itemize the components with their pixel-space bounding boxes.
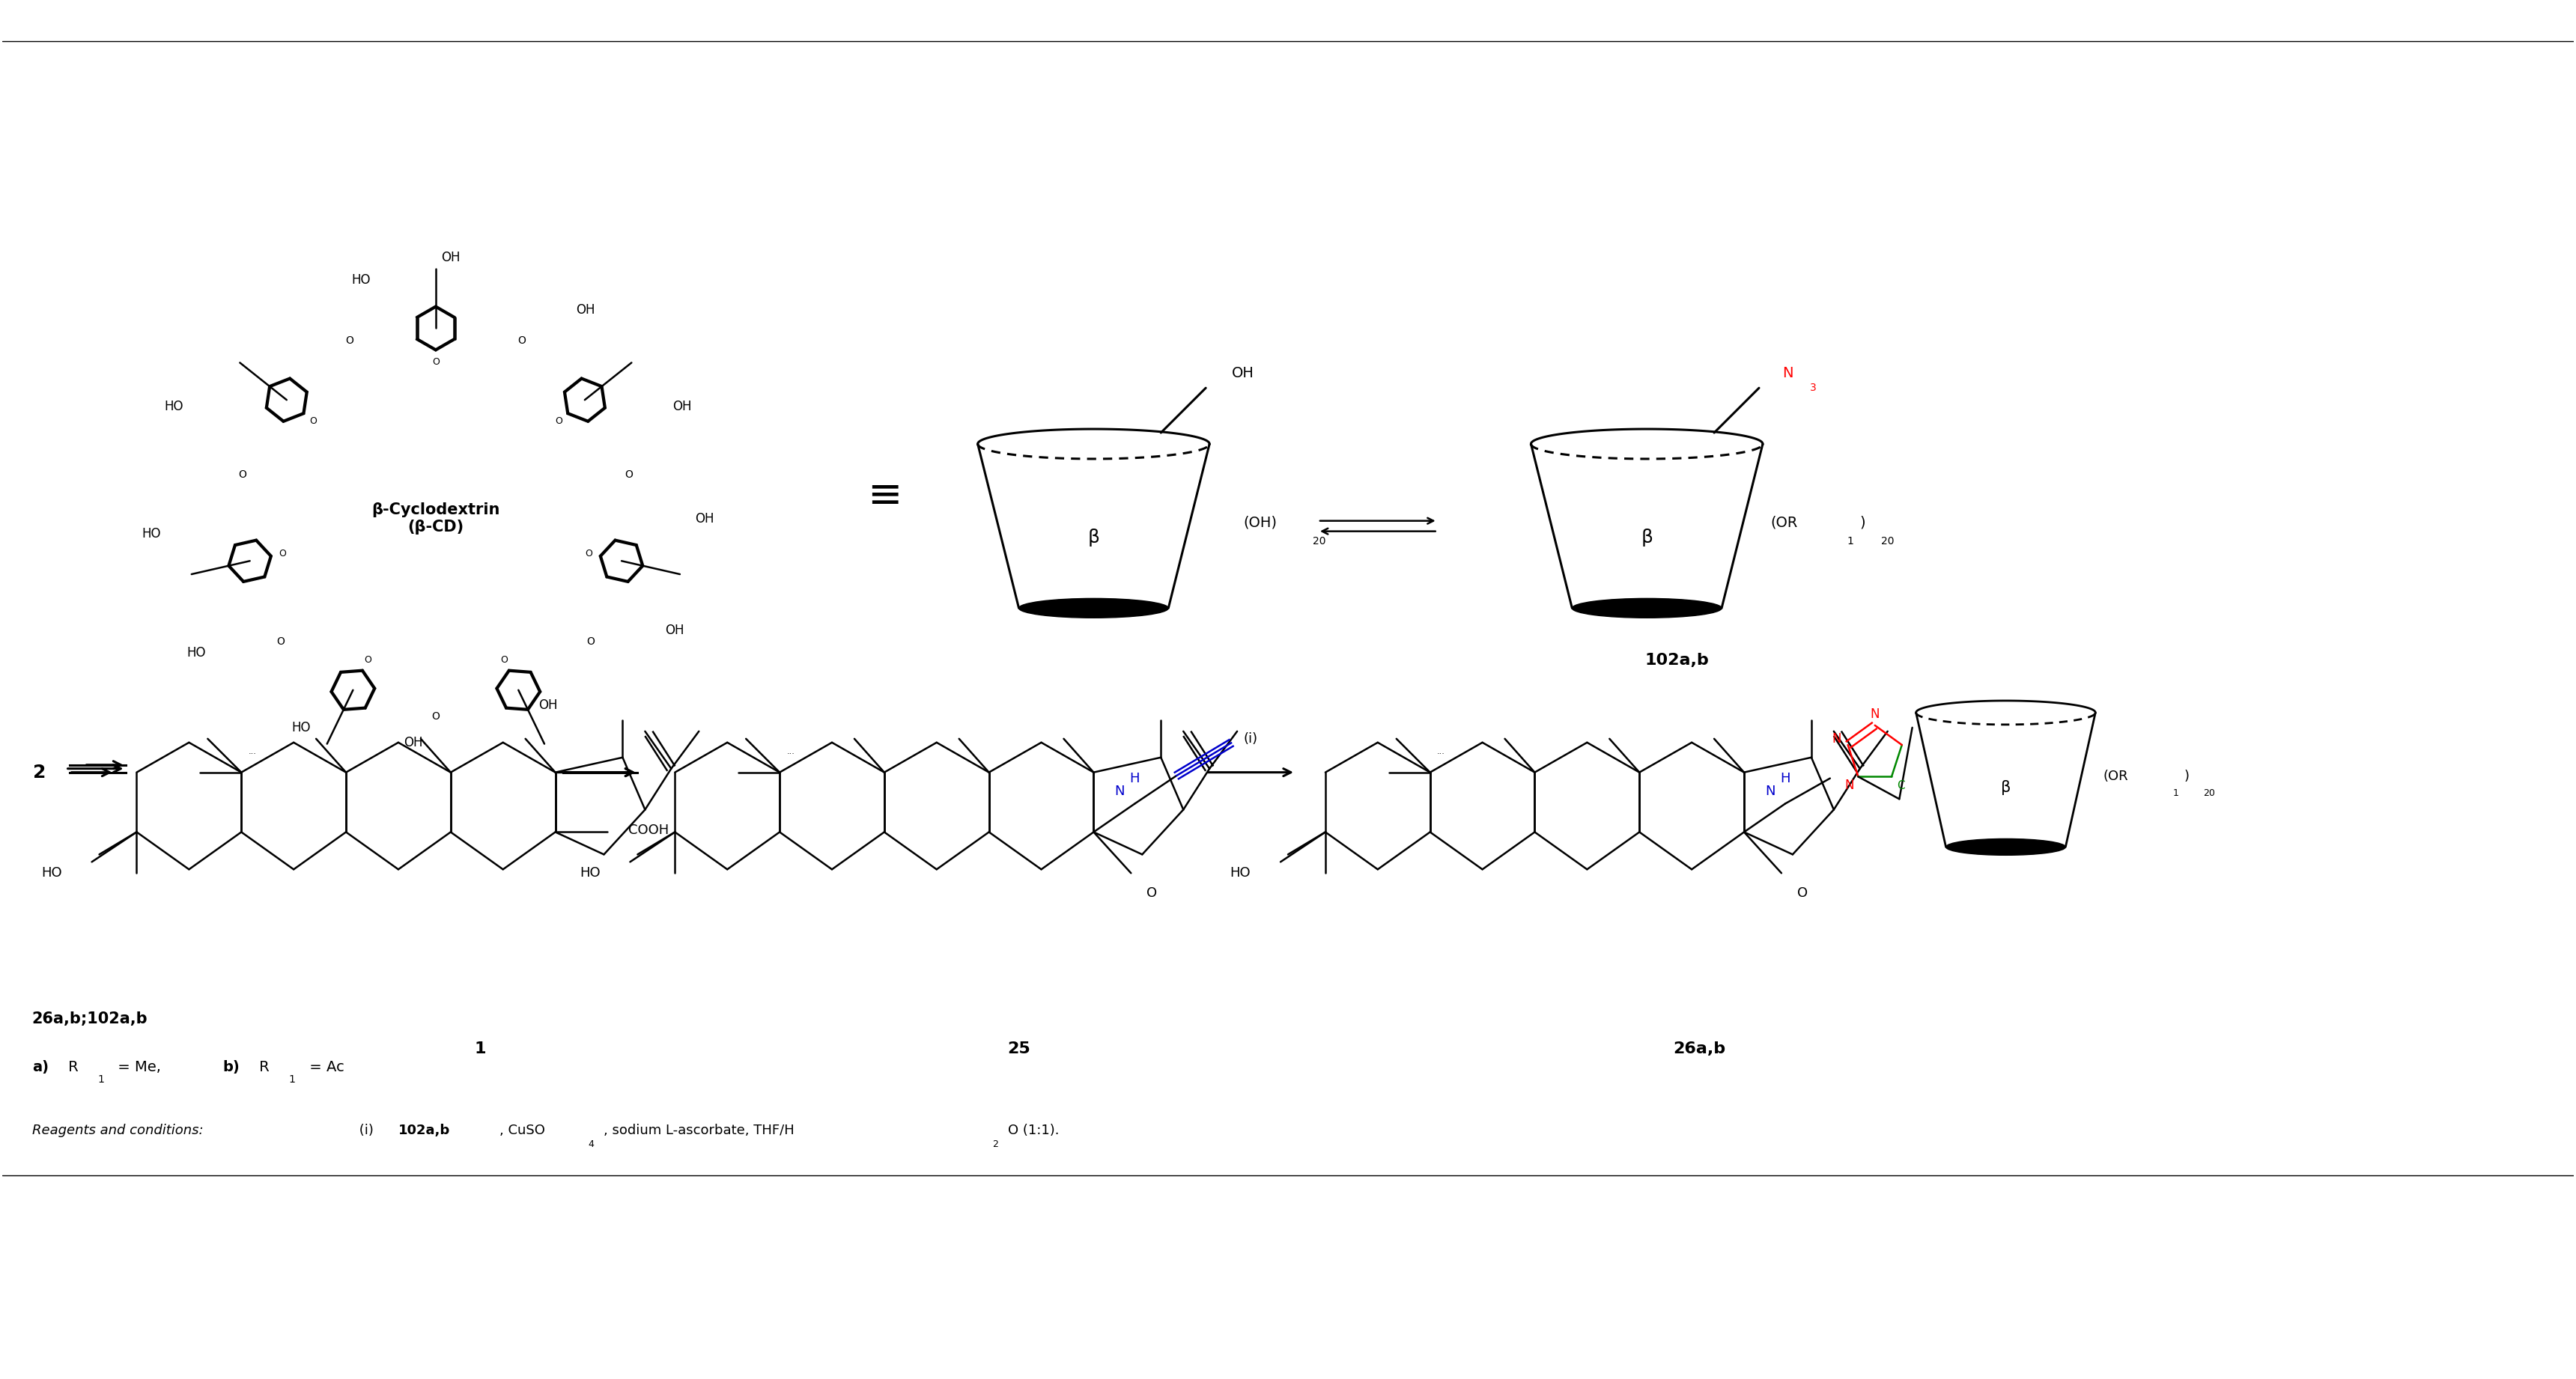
Text: O: O (585, 549, 592, 558)
Text: a): a) (31, 1060, 49, 1074)
Text: O: O (433, 712, 440, 721)
Text: ···: ··· (1437, 750, 1445, 757)
Text: O: O (240, 469, 247, 480)
Text: ): ) (2184, 769, 2190, 783)
Text: O: O (278, 549, 286, 558)
Text: , sodium L-ascorbate, THF/H: , sodium L-ascorbate, THF/H (603, 1124, 793, 1138)
Text: b): b) (222, 1060, 240, 1074)
Text: 1: 1 (474, 1041, 487, 1056)
Text: 1: 1 (2174, 789, 2179, 798)
Text: 1: 1 (289, 1074, 296, 1085)
Ellipse shape (1020, 598, 1170, 618)
Text: 20: 20 (1314, 535, 1327, 546)
Text: COOH: COOH (629, 823, 670, 837)
Text: O (1:1).: O (1:1). (1007, 1124, 1059, 1138)
Text: 26a,b;102a,b: 26a,b;102a,b (31, 1011, 147, 1026)
Text: O: O (500, 655, 507, 665)
Text: HO: HO (350, 273, 371, 287)
Text: , CuSO: , CuSO (500, 1124, 546, 1138)
Text: HO: HO (580, 866, 600, 880)
Text: Reagents and conditions:: Reagents and conditions: (31, 1124, 204, 1138)
Text: N: N (1765, 785, 1775, 797)
Text: N: N (1870, 707, 1880, 721)
Text: HO: HO (142, 527, 162, 541)
Text: O: O (309, 416, 317, 426)
Text: (i): (i) (1244, 732, 1257, 746)
Text: (OR: (OR (1770, 516, 1798, 530)
Text: ≡: ≡ (868, 476, 902, 516)
Text: 4: 4 (587, 1139, 595, 1149)
Text: HO: HO (165, 400, 183, 414)
Text: HO: HO (41, 866, 62, 880)
Ellipse shape (1571, 598, 1721, 618)
Text: OH: OH (440, 251, 461, 265)
Polygon shape (1530, 444, 1762, 608)
Text: 102a,b: 102a,b (1643, 652, 1708, 667)
Text: H: H (1131, 772, 1139, 785)
Text: β-Cyclodextrin
(β-CD): β-Cyclodextrin (β-CD) (371, 502, 500, 535)
Text: 102a,b: 102a,b (399, 1124, 451, 1138)
Text: OH: OH (672, 400, 693, 414)
Text: N: N (1832, 732, 1842, 746)
Text: 25: 25 (1007, 1041, 1030, 1056)
Text: 2: 2 (33, 764, 46, 782)
Text: 20: 20 (1880, 535, 1893, 546)
Text: (OH): (OH) (1244, 516, 1278, 530)
Text: O: O (363, 655, 371, 665)
Text: N: N (1783, 365, 1793, 381)
Text: 1: 1 (98, 1074, 103, 1085)
Text: O: O (1798, 887, 1808, 900)
Text: O: O (626, 469, 634, 480)
Text: HO: HO (1229, 866, 1249, 880)
Text: = Ac: = Ac (304, 1060, 345, 1074)
Text: 1: 1 (1847, 535, 1855, 546)
Text: OH: OH (404, 736, 422, 749)
Polygon shape (979, 444, 1211, 608)
Text: C: C (1896, 781, 1904, 792)
Text: HO: HO (291, 721, 312, 734)
Text: 26a,b: 26a,b (1672, 1041, 1726, 1056)
Text: OH: OH (1231, 365, 1255, 381)
Text: O: O (554, 416, 562, 426)
Text: N: N (1115, 785, 1126, 797)
Text: O: O (276, 637, 286, 647)
Text: HO: HO (188, 647, 206, 659)
Text: β: β (1641, 528, 1654, 546)
Text: ···: ··· (786, 750, 796, 757)
Text: β: β (1087, 528, 1100, 546)
Text: OH: OH (538, 698, 556, 712)
Text: N: N (1844, 779, 1855, 793)
Text: (i): (i) (355, 1124, 379, 1138)
Text: ···: ··· (247, 750, 258, 757)
Text: O: O (345, 335, 353, 346)
Text: H: H (1780, 772, 1790, 785)
Text: R: R (255, 1060, 270, 1074)
Text: OH: OH (696, 512, 714, 525)
Text: β: β (2002, 779, 2012, 794)
Text: OH: OH (574, 303, 595, 316)
Text: ): ) (1860, 516, 1865, 530)
Polygon shape (1917, 713, 2094, 847)
Text: = Me,: = Me, (113, 1060, 165, 1074)
Text: R: R (64, 1060, 77, 1074)
Text: 3: 3 (1808, 383, 1816, 393)
Text: O: O (518, 335, 526, 346)
Text: O: O (433, 357, 440, 367)
Text: O: O (1146, 887, 1157, 900)
Text: O: O (587, 637, 595, 647)
Text: 20: 20 (2202, 789, 2215, 798)
Text: (OR: (OR (2102, 769, 2128, 783)
Text: OH: OH (665, 623, 685, 637)
Ellipse shape (1945, 838, 2066, 855)
Text: 2: 2 (992, 1139, 997, 1149)
